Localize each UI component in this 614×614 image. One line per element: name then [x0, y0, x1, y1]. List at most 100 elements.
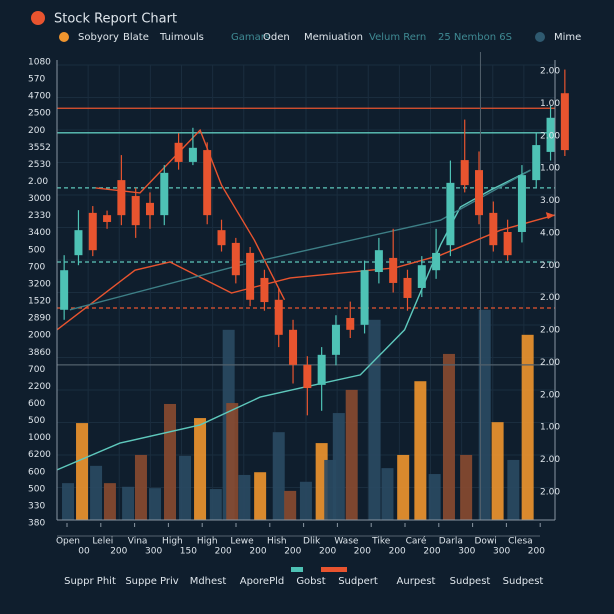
- trend-line: [56, 214, 555, 331]
- volume-bar: [491, 422, 504, 520]
- arrow-head: [545, 212, 555, 220]
- legend-marker: [535, 32, 545, 42]
- x-axis-value: 200: [354, 547, 371, 557]
- candle-body: [174, 142, 183, 162]
- y-axis-label: 600: [28, 399, 45, 409]
- legend-label: Oden: [263, 32, 290, 43]
- volume-bar: [478, 309, 491, 520]
- x-axis-value: 200: [110, 547, 127, 557]
- candle-body: [417, 265, 426, 288]
- y2-axis-label: 2.00: [540, 390, 560, 400]
- x-axis-label: Lewe: [230, 537, 254, 547]
- x-axis-label: Dlik: [303, 537, 321, 547]
- volume-bar: [209, 489, 222, 520]
- x-axis-value: 200: [284, 547, 301, 557]
- candle-body: [374, 250, 383, 273]
- x-axis-value: 200: [528, 547, 545, 557]
- y-axis-label: 700: [28, 365, 45, 375]
- legend-label: Mime: [554, 32, 581, 43]
- legend-label: Tuimouls: [159, 32, 204, 43]
- candle-body: [475, 170, 484, 216]
- candle-body: [60, 270, 69, 310]
- candle-body: [560, 93, 569, 151]
- volume-bar: [194, 418, 207, 520]
- footer-label: Suppe Priv: [125, 576, 178, 587]
- footer-label: Mdhest: [190, 576, 227, 587]
- plot: [56, 52, 569, 521]
- legend-label: 25 Nembon 6S: [438, 32, 512, 43]
- footer-label: Sudpest: [450, 576, 491, 587]
- x-axis-label: High: [197, 537, 218, 547]
- y2-axis-label: 2.00: [540, 455, 560, 465]
- legend-label: Blate: [123, 32, 149, 43]
- x-axis-value: 200: [389, 547, 406, 557]
- legend-label: Velum Rern: [369, 32, 426, 43]
- candle-body: [460, 160, 469, 186]
- volume-bar: [164, 403, 177, 520]
- candle-body: [346, 317, 355, 330]
- y2-axis-label: 1.00: [540, 164, 560, 174]
- x-axis-label: Open: [56, 537, 80, 547]
- y-axis-label: 1080: [28, 58, 51, 68]
- y2-axis-label: 2.00: [540, 358, 560, 368]
- candle-body: [131, 196, 140, 226]
- y2-axis-label: 2.00: [540, 131, 560, 141]
- candle-body: [203, 150, 212, 216]
- y-axis-label: 700: [28, 262, 45, 272]
- x-axis-label: Dowi: [474, 537, 496, 547]
- candle-body: [117, 180, 126, 216]
- y-axis-label: 3400: [28, 228, 51, 238]
- volume-bar: [254, 472, 267, 520]
- footer-label: AporePld: [240, 576, 285, 587]
- candle-body: [446, 182, 455, 246]
- x-axis-label: Clesa: [508, 537, 533, 547]
- candle-body: [74, 230, 83, 256]
- y-axis-label: 2000: [28, 331, 51, 341]
- volume-bar: [76, 423, 89, 520]
- x-axis-value: 200: [319, 547, 336, 557]
- candle-body: [532, 145, 541, 181]
- volume-bar: [122, 486, 135, 520]
- candle-body: [103, 215, 112, 222]
- x-axis-label: High: [162, 537, 183, 547]
- y-axis-label: 500: [28, 245, 45, 255]
- y-axis-label: 2890: [28, 314, 51, 324]
- legend-marker: [59, 32, 69, 42]
- legend-label: Gamars: [231, 32, 270, 43]
- candle-body: [517, 175, 526, 232]
- volume-bar: [299, 481, 312, 520]
- footer-label: Sudpest: [503, 576, 544, 587]
- x-axis-value: 150: [180, 547, 197, 557]
- candle-body: [432, 252, 441, 271]
- y2-axis-label: 2.00: [540, 326, 560, 336]
- x-axis-label: Hish: [267, 537, 287, 547]
- trend-line: [56, 169, 531, 471]
- candle-body: [503, 231, 512, 256]
- x-axis-label: Vina: [128, 537, 148, 547]
- x-axis-value: 300: [493, 547, 510, 557]
- x-axis-value: 300: [145, 547, 162, 557]
- volume-bar: [442, 353, 455, 520]
- x-axis-label: Tike: [371, 537, 391, 547]
- y2-axis-label: 1.00: [540, 99, 560, 109]
- candle-body: [145, 202, 154, 216]
- legend-label: Memiuation: [304, 32, 363, 43]
- volume-bar: [103, 483, 116, 520]
- volume-bar: [284, 490, 297, 520]
- y-axis-label: 380: [28, 519, 45, 529]
- volume-bar: [332, 413, 345, 520]
- y-axis-label: 2500: [28, 109, 51, 119]
- y2-axis-label: 2.00: [540, 488, 560, 498]
- volume-bar: [272, 432, 285, 520]
- volume-bar: [179, 455, 192, 520]
- y2-axis-label: 2.00: [540, 261, 560, 271]
- volume-bar: [368, 319, 381, 520]
- chart-title: Stock Report Chart: [54, 12, 177, 27]
- y-axis-label: 6200: [28, 450, 51, 460]
- y-axis-label: 500: [28, 484, 45, 494]
- volume-bar: [397, 454, 410, 520]
- footer-label: Aurpest: [397, 576, 436, 587]
- volume-bar: [414, 381, 427, 520]
